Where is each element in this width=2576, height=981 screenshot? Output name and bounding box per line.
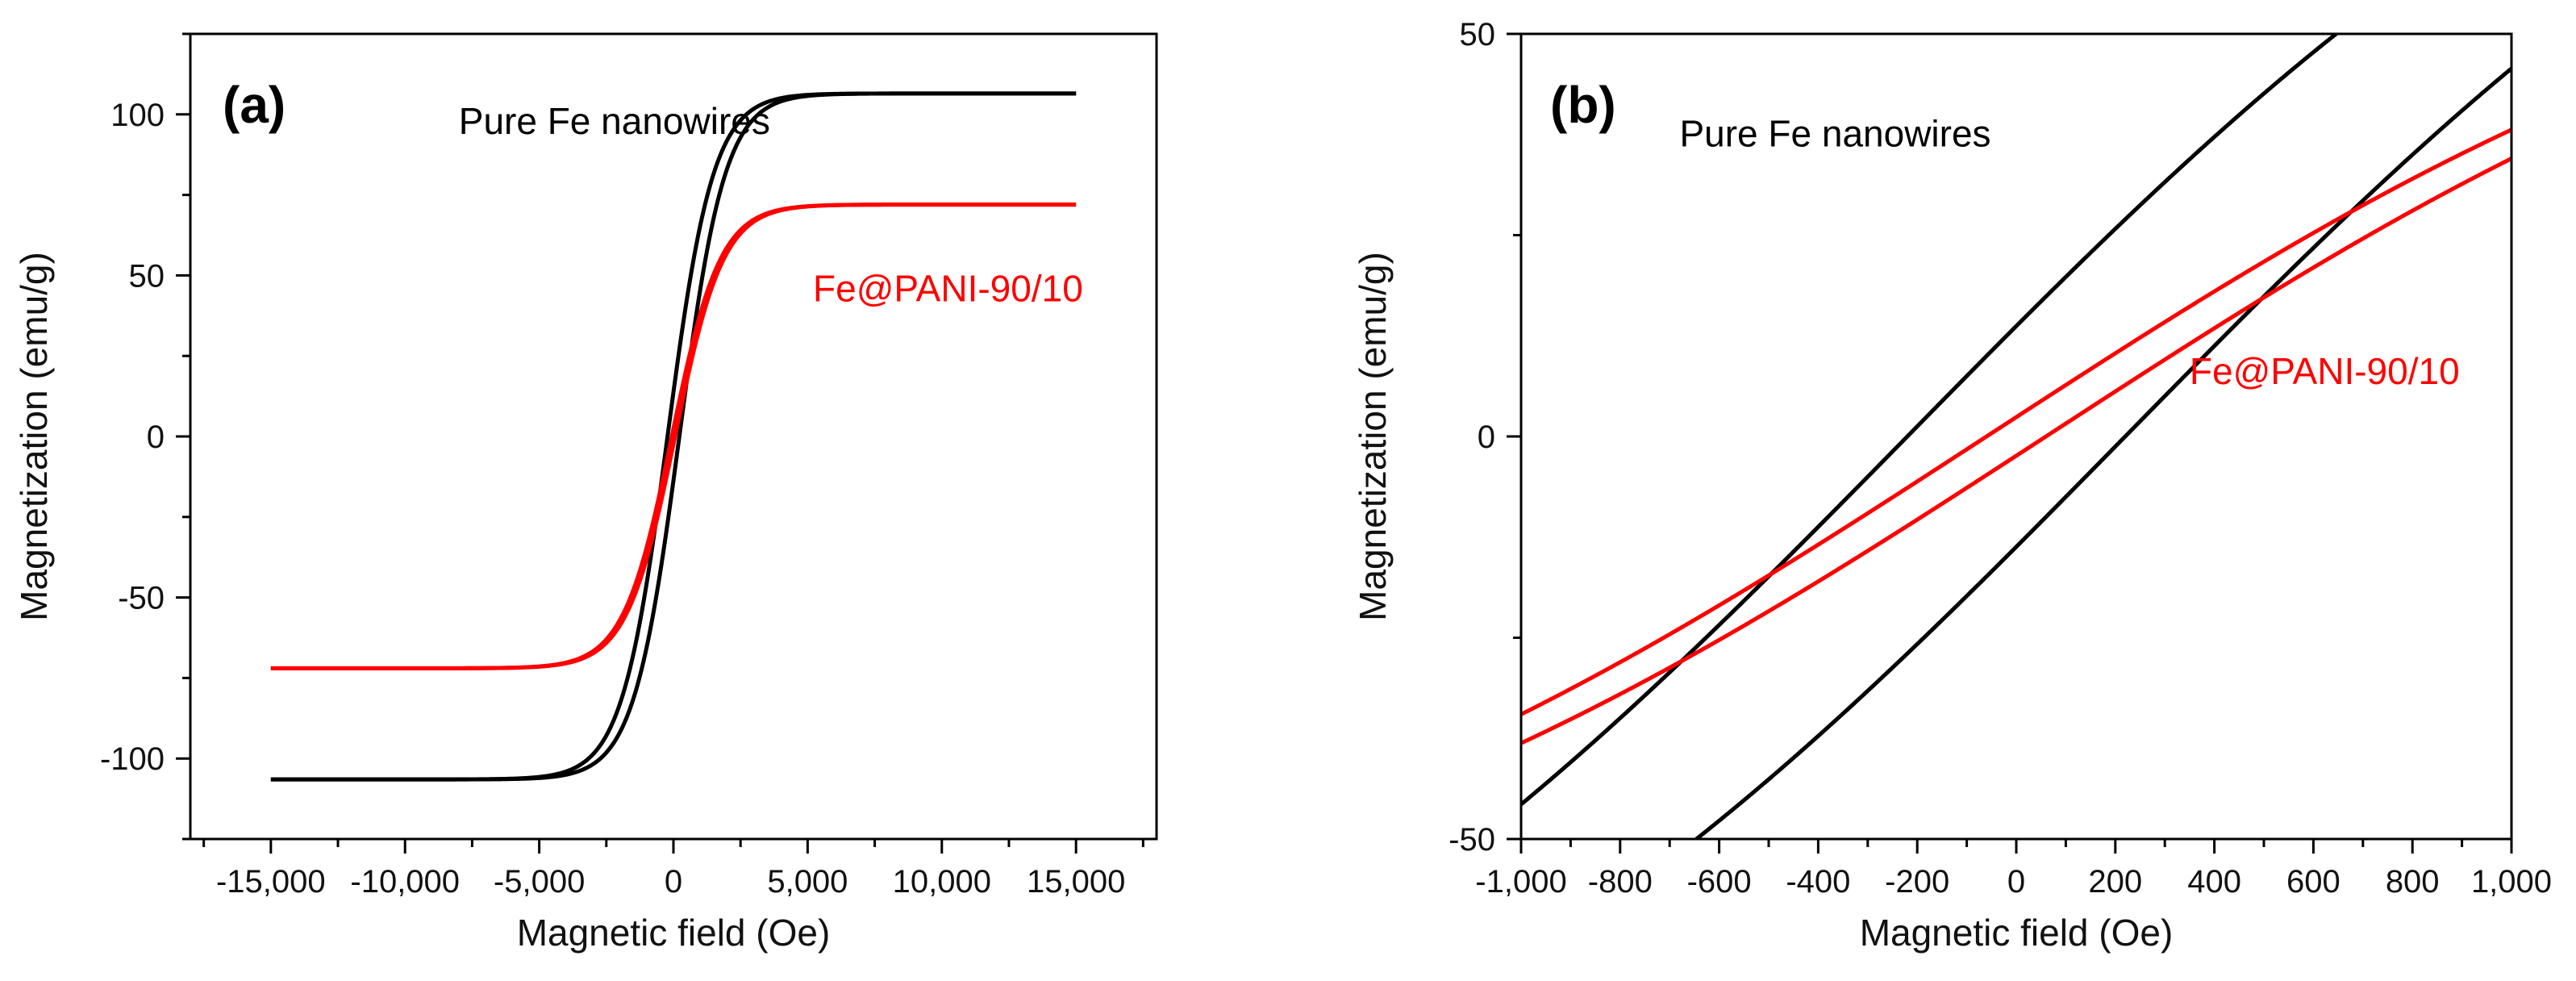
x-tick-label: 800 [2386, 864, 2440, 900]
panel-a: -15,000 -10,000 -5,000 0 5,000 10,000 15,000 -1… [13, 32, 1158, 954]
pure-fe-nanowires-ascending-branch [1693, 66, 2511, 839]
x-tick-label: 200 [2088, 864, 2142, 900]
x-tick-label: -200 [1885, 864, 1949, 900]
pure-fe-nanowires-descending-branch [1521, 34, 2340, 807]
y-axis-title: Magnetization (emu/g) [1352, 252, 1394, 621]
fe-pani-90-10-ascending-branch [1521, 157, 2511, 745]
y-tick-label: 50 [129, 258, 165, 294]
y-tick-label: -100 [100, 741, 165, 777]
panel-label: (a) [223, 76, 286, 134]
y-tick-label: -50 [118, 581, 165, 616]
x-tick-label: 15,000 [1027, 864, 1125, 900]
y-tick-label: 0 [1478, 420, 1495, 455]
x-tick-label: 1,000 [2471, 864, 2552, 900]
x-tick-label: 5,000 [767, 864, 848, 900]
x-tick-label: 0 [2007, 864, 2025, 900]
x-tick-label: -800 [1588, 864, 1653, 900]
x-tick-label: 400 [2187, 864, 2241, 900]
y-axis-title: Magnetization (emu/g) [13, 252, 55, 621]
x-axis-title: Magnetic field (Oe) [517, 912, 831, 954]
panel-b: -1,000 -800 -600 -400 -200 0 200 400 600 800 1,000… [1352, 17, 2552, 954]
x-tick-label: -5,000 [494, 864, 585, 900]
x-tick-label: 0 [665, 864, 682, 900]
fe-pani-90-10-descending-branch [1521, 127, 2511, 716]
pure-fe-nanowires-ascending-branch [270, 91, 1077, 782]
x-tick-label: 10,000 [893, 864, 991, 900]
curves [1521, 34, 2511, 839]
plot-frame [1519, 32, 2513, 841]
y-tick-label: 100 [110, 98, 165, 133]
curve-annotation: Fe@PANI-90/10 [813, 267, 1083, 309]
x-axis-title: Magnetic field (Oe) [1860, 912, 2174, 954]
y-tick-label: 0 [147, 420, 165, 455]
x-tick-label: -15,000 [216, 864, 326, 900]
x-tick-label: 600 [2286, 864, 2340, 900]
x-tick-label: -1,000 [1475, 864, 1566, 900]
x-tick-label: -600 [1687, 864, 1752, 900]
x-tick-label: -400 [1786, 864, 1850, 900]
x-tick-label: -10,000 [350, 864, 460, 900]
fe-pani-90-10-ascending-branch [270, 202, 1077, 670]
y-tick-label: -50 [1448, 822, 1495, 858]
panel-label: (b) [1550, 76, 1616, 134]
curve-annotation: Pure Fe nanowires [459, 100, 770, 142]
curve-annotation: Fe@PANI-90/10 [2190, 350, 2460, 392]
y-tick-label: 50 [1460, 17, 1496, 52]
curve-annotation: Pure Fe nanowires [1679, 113, 1990, 155]
curves [270, 91, 1077, 782]
